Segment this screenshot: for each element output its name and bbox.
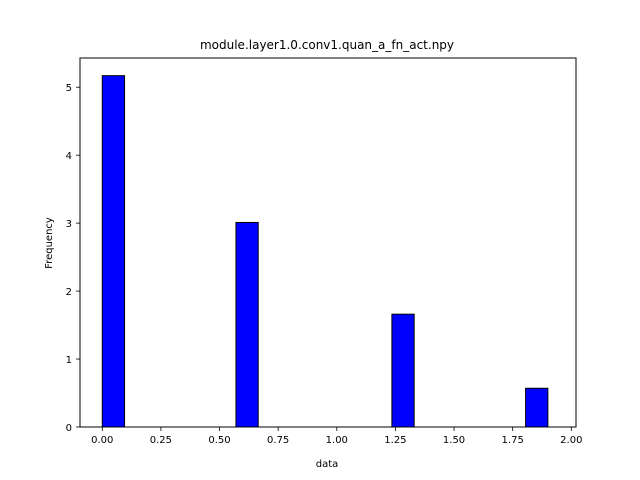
histogram-bar-1 bbox=[235, 221, 259, 428]
x-tick-label: 0.00 bbox=[91, 435, 113, 446]
x-tick-label: 1.25 bbox=[384, 435, 406, 446]
chart-title: module.layer1.0.conv1.quan_a_fn_act.npy bbox=[200, 38, 454, 52]
x-tick-label: 0.50 bbox=[208, 435, 230, 446]
histogram-bar-0 bbox=[101, 75, 126, 428]
x-tick-label: 2.00 bbox=[560, 435, 582, 446]
x-axis-label: data bbox=[316, 459, 339, 470]
y-tick-label: 2 bbox=[66, 287, 72, 298]
plot-frame bbox=[79, 57, 577, 428]
y-axis-ticks: 0 1 2 3 4 5 bbox=[66, 83, 80, 434]
bars-group bbox=[101, 75, 549, 428]
x-tick-label: 0.75 bbox=[267, 435, 289, 446]
histogram-bar-2 bbox=[391, 313, 415, 428]
x-tick-label: 0.25 bbox=[150, 435, 172, 446]
y-tick-label: 0 bbox=[66, 423, 72, 434]
x-axis-ticks: 0.00 0.25 0.50 0.75 1.00 1.25 1.50 1.75 2.00 bbox=[91, 427, 582, 446]
histogram-bar-3 bbox=[525, 387, 549, 428]
y-tick-label: 4 bbox=[66, 151, 72, 162]
x-tick-label: 1.00 bbox=[326, 435, 348, 446]
y-tick-label: 5 bbox=[66, 83, 72, 94]
y-tick-label: 1 bbox=[66, 355, 72, 366]
y-tick-label: 3 bbox=[66, 219, 72, 230]
y-axis-label: Frequency bbox=[44, 217, 55, 269]
x-tick-label: 1.50 bbox=[443, 435, 465, 446]
x-tick-label: 1.75 bbox=[502, 435, 524, 446]
